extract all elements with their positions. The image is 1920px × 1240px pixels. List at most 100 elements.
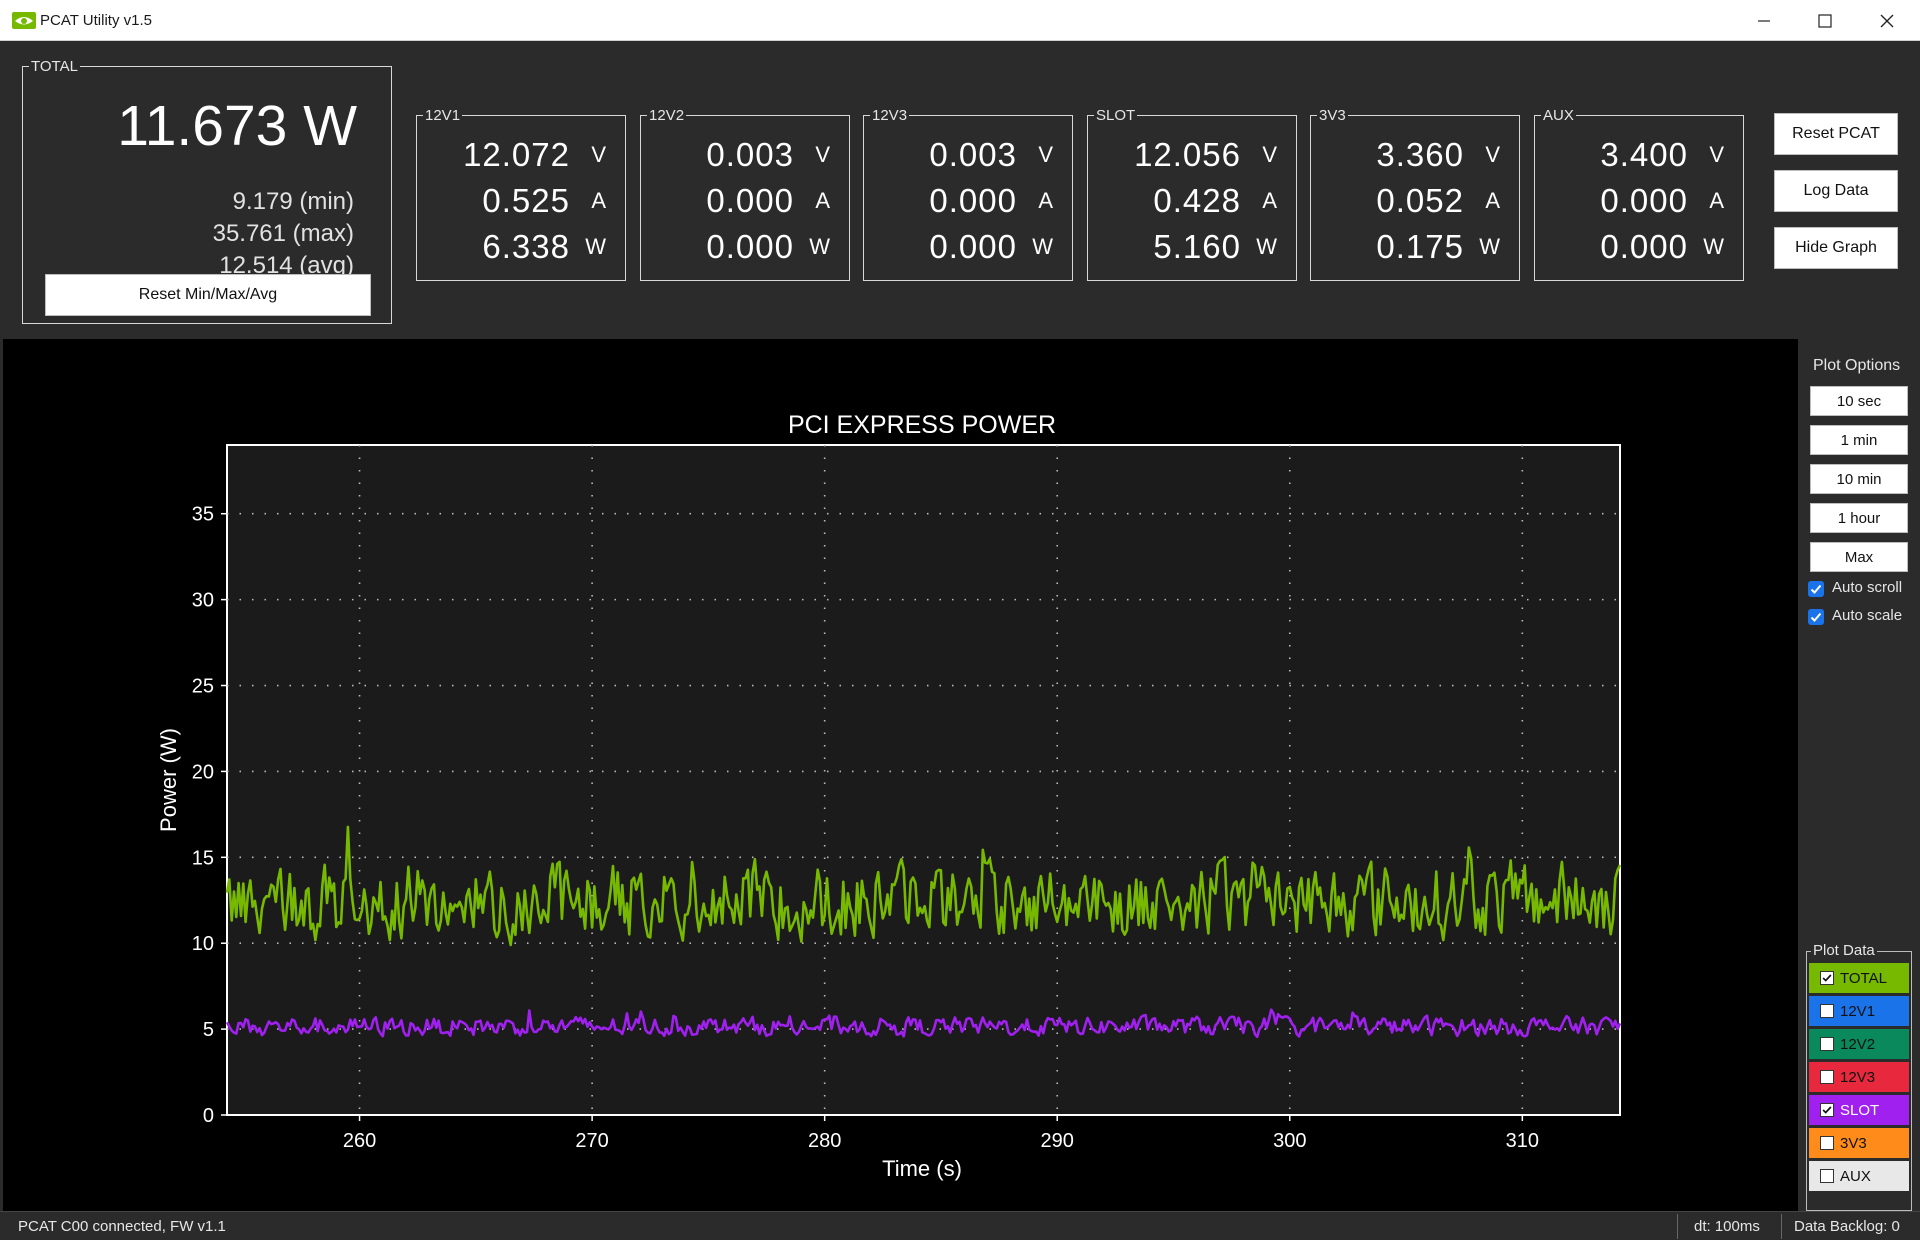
plot-data-item-aux[interactable]: AUX	[1809, 1161, 1909, 1191]
y-tick-label: 20	[192, 761, 214, 783]
rail-label: 12V1	[423, 107, 463, 124]
plot-data-item-12v2[interactable]: 12V2	[1809, 1029, 1909, 1059]
auto-scale-label: Auto scale	[1832, 607, 1903, 624]
top-panel: TOTAL 11.673 W 9.179 (min) 35.761 (max) …	[0, 41, 1920, 339]
minimize-button[interactable]	[1734, 0, 1794, 41]
rail-label: AUX	[1541, 107, 1576, 124]
rail-volts-row: 3.360 V	[1311, 136, 1519, 182]
rail-watts-unit: W	[809, 234, 830, 259]
rail-label: 12V2	[647, 107, 687, 124]
rail-amps-value: 0.052	[1376, 182, 1464, 219]
rail-volts-value: 3.360	[1376, 136, 1464, 173]
reset-min-max-avg-button[interactable]: Reset Min/Max/Avg	[45, 274, 371, 316]
plot-data-item-total[interactable]: TOTAL	[1809, 963, 1909, 993]
rail-watts-row: 5.160 W	[1088, 228, 1296, 274]
rail-watts-value: 0.000	[929, 228, 1017, 265]
total-max-value: 35.761 (max)	[212, 220, 354, 247]
rail-watts-row: 0.000 W	[864, 228, 1072, 274]
x-tick-label: 280	[808, 1130, 841, 1152]
status-bar: PCAT C00 connected, FW v1.1 dt: 100ms Da…	[0, 1211, 1920, 1240]
rail-amps-unit: A	[815, 188, 830, 213]
rail-watts-value: 6.338	[482, 228, 570, 265]
rail-amps-unit: A	[1038, 188, 1053, 213]
y-tick-label: 25	[192, 676, 214, 698]
rail-watts-row: 0.000 W	[1535, 228, 1743, 274]
rail-amps-value: 0.428	[1153, 182, 1241, 219]
rail-watts-value: 5.160	[1153, 228, 1241, 265]
status-divider	[1677, 1214, 1678, 1239]
hide-graph-button[interactable]: Hide Graph	[1774, 227, 1898, 269]
chart-series	[225, 825, 1622, 1039]
plot-options-panel: Plot Options 10 sec 1 min 10 min 1 hour Max …	[1798, 339, 1920, 1211]
connection-status: PCAT C00 connected, FW v1.1	[18, 1218, 226, 1235]
plot-data-item-slot[interactable]: SLOT	[1809, 1095, 1909, 1125]
x-tick-label: 310	[1506, 1130, 1539, 1152]
checkbox-unchecked-icon[interactable]	[1820, 1136, 1834, 1150]
y-axis-label: Power (W)	[156, 728, 181, 832]
chart-ticks: 260 270 280 290 300 310 0 5 10 15 20 25 30 35	[192, 504, 1539, 1152]
rail-group-3v3: 3V3 3.360 V 0.052 A 0.175 W	[1310, 107, 1520, 281]
x-tick-label: 270	[575, 1130, 608, 1152]
rail-watts-row: 0.000 W	[641, 228, 849, 274]
rail-label: 12V3	[870, 107, 910, 124]
total-group: TOTAL 11.673 W 9.179 (min) 35.761 (max) …	[22, 58, 392, 324]
x-tick-label: 300	[1273, 1130, 1306, 1152]
x-tick-label: 290	[1041, 1130, 1074, 1152]
range-button-1-min[interactable]: 1 min	[1810, 425, 1908, 455]
plot-data-item-12v3[interactable]: 12V3	[1809, 1062, 1909, 1092]
series-line-slot	[225, 1008, 1622, 1039]
power-chart[interactable]: PCI EXPRESS POWER 260 270 280 290 300 310 0 5 10…	[3, 339, 1798, 1211]
rail-volts-row: 12.072 V	[417, 136, 625, 182]
status-divider	[1781, 1214, 1782, 1239]
checkbox-unchecked-icon[interactable]	[1820, 1070, 1834, 1084]
checkbox-unchecked-icon[interactable]	[1820, 1004, 1834, 1018]
plot-area[interactable]: PCI EXPRESS POWER 260 270 280 290 300 310 0 5 10…	[3, 339, 1798, 1211]
checkbox-checked-icon[interactable]	[1820, 1103, 1834, 1117]
plot-data-item-12v1[interactable]: 12V1	[1809, 996, 1909, 1026]
x-tick-label: 260	[343, 1130, 376, 1152]
close-button[interactable]	[1857, 0, 1917, 41]
rail-watts-row: 0.175 W	[1311, 228, 1519, 274]
plot-frame	[226, 444, 1621, 1116]
rail-volts-unit: V	[591, 142, 606, 167]
log-data-button[interactable]: Log Data	[1774, 170, 1898, 212]
range-button-1-hour[interactable]: 1 hour	[1810, 503, 1908, 533]
checkbox-unchecked-icon[interactable]	[1820, 1037, 1834, 1051]
plot-data-label: 12V1	[1840, 1003, 1876, 1020]
y-tick-label: 0	[203, 1105, 214, 1127]
checkbox-checked-icon	[1808, 581, 1824, 597]
plot-data-item-3v3[interactable]: 3V3	[1809, 1128, 1909, 1158]
checkbox-unchecked-icon[interactable]	[1820, 1169, 1834, 1183]
y-tick-label: 10	[192, 933, 214, 955]
rail-amps-row: 0.000 A	[641, 182, 849, 228]
rail-watts-unit: W	[1479, 234, 1500, 259]
rail-label: 3V3	[1317, 107, 1348, 124]
checkbox-checked-icon[interactable]	[1820, 971, 1834, 985]
total-group-label: TOTAL	[29, 58, 80, 75]
rail-watts-value: 0.000	[706, 228, 794, 265]
range-button-10-min[interactable]: 10 min	[1810, 464, 1908, 494]
window-title: PCAT Utility v1.5	[40, 12, 152, 29]
rail-volts-row: 0.003 V	[641, 136, 849, 182]
y-tick-label: 15	[192, 847, 214, 869]
auto-scroll-label: Auto scroll	[1832, 579, 1903, 596]
rail-amps-value: 0.000	[706, 182, 794, 219]
rail-label: SLOT	[1094, 107, 1138, 124]
data-backlog: Data Backlog: 0	[1794, 1218, 1900, 1235]
range-button-10-sec[interactable]: 10 sec	[1810, 386, 1908, 416]
rail-group-12v1: 12V1 12.072 V 0.525 A 6.338 W	[416, 107, 626, 281]
rail-group-aux: AUX 3.400 V 0.000 A 0.000 W	[1534, 107, 1744, 281]
plot-data-title: Plot Data	[1811, 942, 1877, 959]
x-axis-label: Time (s)	[882, 1156, 962, 1181]
rail-volts-value: 12.072	[463, 136, 570, 173]
total-power-value: 11.673 W	[117, 94, 357, 158]
reset-pcat-button[interactable]: Reset PCAT	[1774, 113, 1898, 155]
range-button-max[interactable]: Max	[1810, 542, 1908, 572]
rail-watts-row: 6.338 W	[417, 228, 625, 274]
rail-amps-value: 0.000	[929, 182, 1017, 219]
plot-data-label: 12V2	[1840, 1036, 1876, 1053]
plot-data-label: 12V3	[1840, 1069, 1876, 1086]
maximize-button[interactable]	[1795, 0, 1855, 41]
rail-volts-unit: V	[1262, 142, 1277, 167]
title-bar[interactable]: PCAT Utility v1.5	[0, 0, 1920, 41]
